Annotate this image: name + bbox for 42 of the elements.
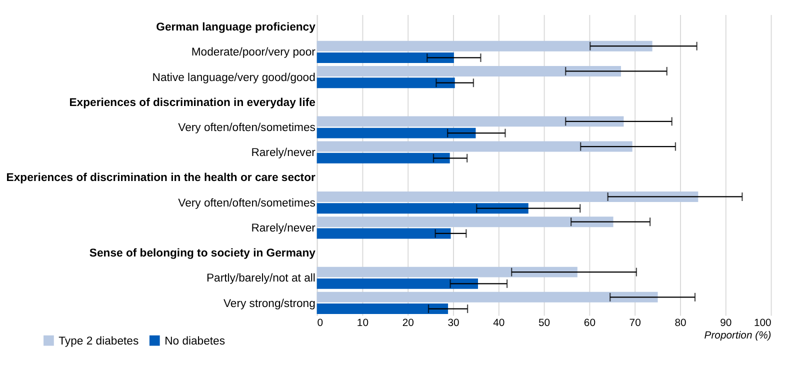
bar [316,40,652,52]
legend-label: No diabetes [164,335,226,348]
bar [316,216,614,228]
bar [316,228,451,239]
x-tick-label: 30 [448,318,460,330]
bar [316,78,455,88]
bar [316,128,476,138]
x-tick-label: 80 [674,318,686,330]
y-tick-label: Sense of belonging to society in Germany [89,248,316,260]
bar [316,292,658,302]
x-tick-label: 70 [629,318,642,330]
y-tick-label: Rarely/never [251,147,316,160]
legend-label: Type 2 diabetes [58,335,139,348]
x-tick-label: 20 [402,318,414,330]
x-tick-label: 0 [317,318,324,330]
y-tick-label: Very often/often/sometimes [178,197,316,210]
bar [316,192,698,202]
y-tick-label: Very often/often/sometimes [178,122,316,134]
x-tick-label: 40 [493,318,505,330]
y-tick-label: German language proficiency [156,22,316,34]
y-tick-label: Native language/very good/good [152,72,316,84]
y-tick-label: Moderate/poor/very poor [191,46,316,59]
bar [316,52,454,63]
x-tick-label: 90 [720,318,732,330]
bar [316,116,624,127]
bar [316,141,632,152]
y-tick-label: Very strong/strong [223,298,316,310]
x-tick-label: 50 [538,318,550,330]
bar [316,266,578,278]
bar [316,278,478,289]
bar [316,203,528,214]
y-tick-label: Partly/barely/not at all [206,272,316,285]
y-tick-label: Experiences of discrimination in everyday life [69,96,316,109]
x-tick-label: 10 [356,318,369,330]
y-tick-label: Experiences of discrimination in the health or care sector [6,172,316,184]
bar [316,304,448,314]
bar [316,152,450,164]
x-tick-label: 100 [754,318,772,330]
x-axis-title: Proportion (%) [704,330,772,342]
bar [316,66,621,76]
x-tick-label: 60 [584,318,596,330]
y-tick-label: Rarely/never [251,222,316,234]
